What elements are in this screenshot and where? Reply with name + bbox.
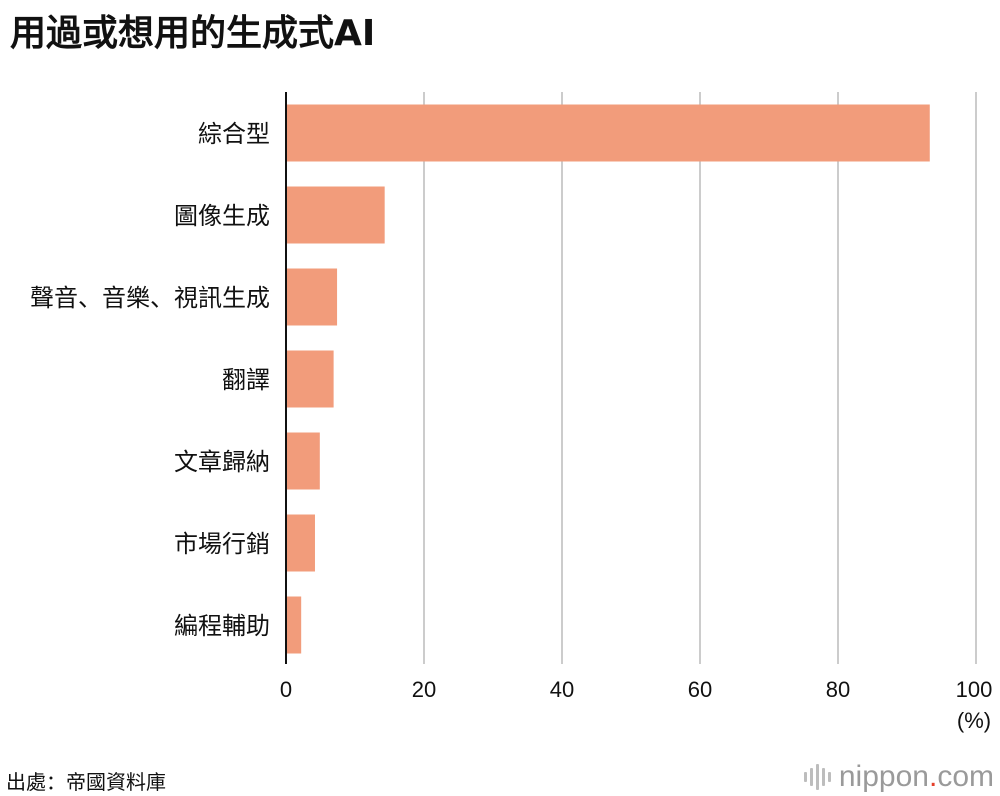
bar <box>286 350 334 408</box>
bar <box>286 186 385 244</box>
grid-lines <box>423 92 977 664</box>
nippon-logo-icon <box>803 763 831 791</box>
x-tick-label: 80 <box>826 677 850 702</box>
category-label: 編程輔助 <box>174 612 270 640</box>
x-tick-label: 60 <box>688 677 712 702</box>
x-tick-label: 100 <box>956 677 993 702</box>
x-tick-label: 20 <box>412 677 436 702</box>
x-tick-label: 40 <box>550 677 574 702</box>
chart-title: 用過或想用的生成式AI <box>10 13 376 54</box>
bar <box>286 596 302 654</box>
bar <box>286 514 315 572</box>
category-label: 文章歸納 <box>174 448 270 476</box>
bar <box>286 104 930 162</box>
source-note: 出處：帝國資料庫 <box>6 770 166 794</box>
bar <box>286 268 338 326</box>
category-label: 翻譯 <box>222 366 270 394</box>
x-axis-unit: (%) <box>957 708 991 733</box>
bars <box>286 104 930 654</box>
category-label: 聲音、音樂、視訊生成 <box>30 284 270 312</box>
nippon-logo-text: nippon.com <box>838 760 994 793</box>
category-label: 綜合型 <box>198 120 270 148</box>
x-tick-label: 0 <box>280 677 292 702</box>
category-label: 市場行銷 <box>174 530 270 558</box>
nippon-logo: nippon.com <box>803 760 994 794</box>
x-tick-labels: 0 20 40 60 80 100 <box>280 677 992 702</box>
bar <box>286 432 320 490</box>
category-label: 圖像生成 <box>174 202 270 230</box>
